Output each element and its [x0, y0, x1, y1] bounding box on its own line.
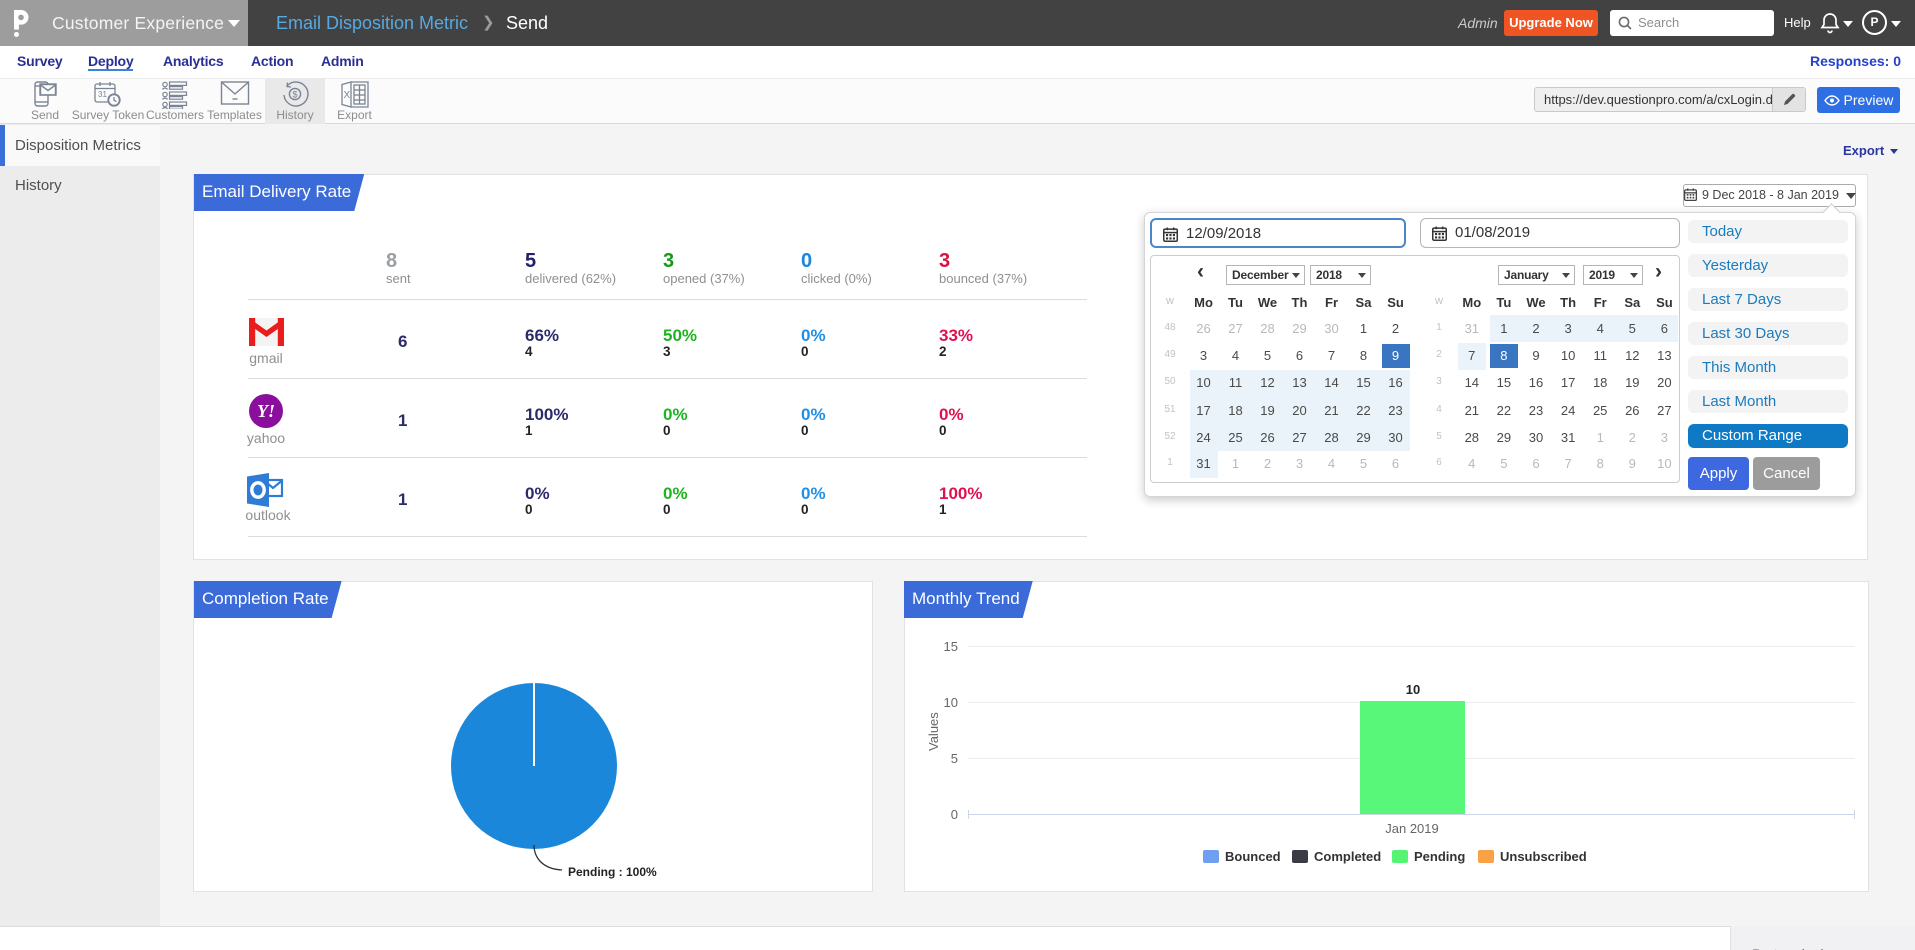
svg-text:X: X: [343, 90, 350, 101]
svg-text:$: $: [293, 90, 298, 100]
svg-text:31: 31: [98, 90, 107, 99]
